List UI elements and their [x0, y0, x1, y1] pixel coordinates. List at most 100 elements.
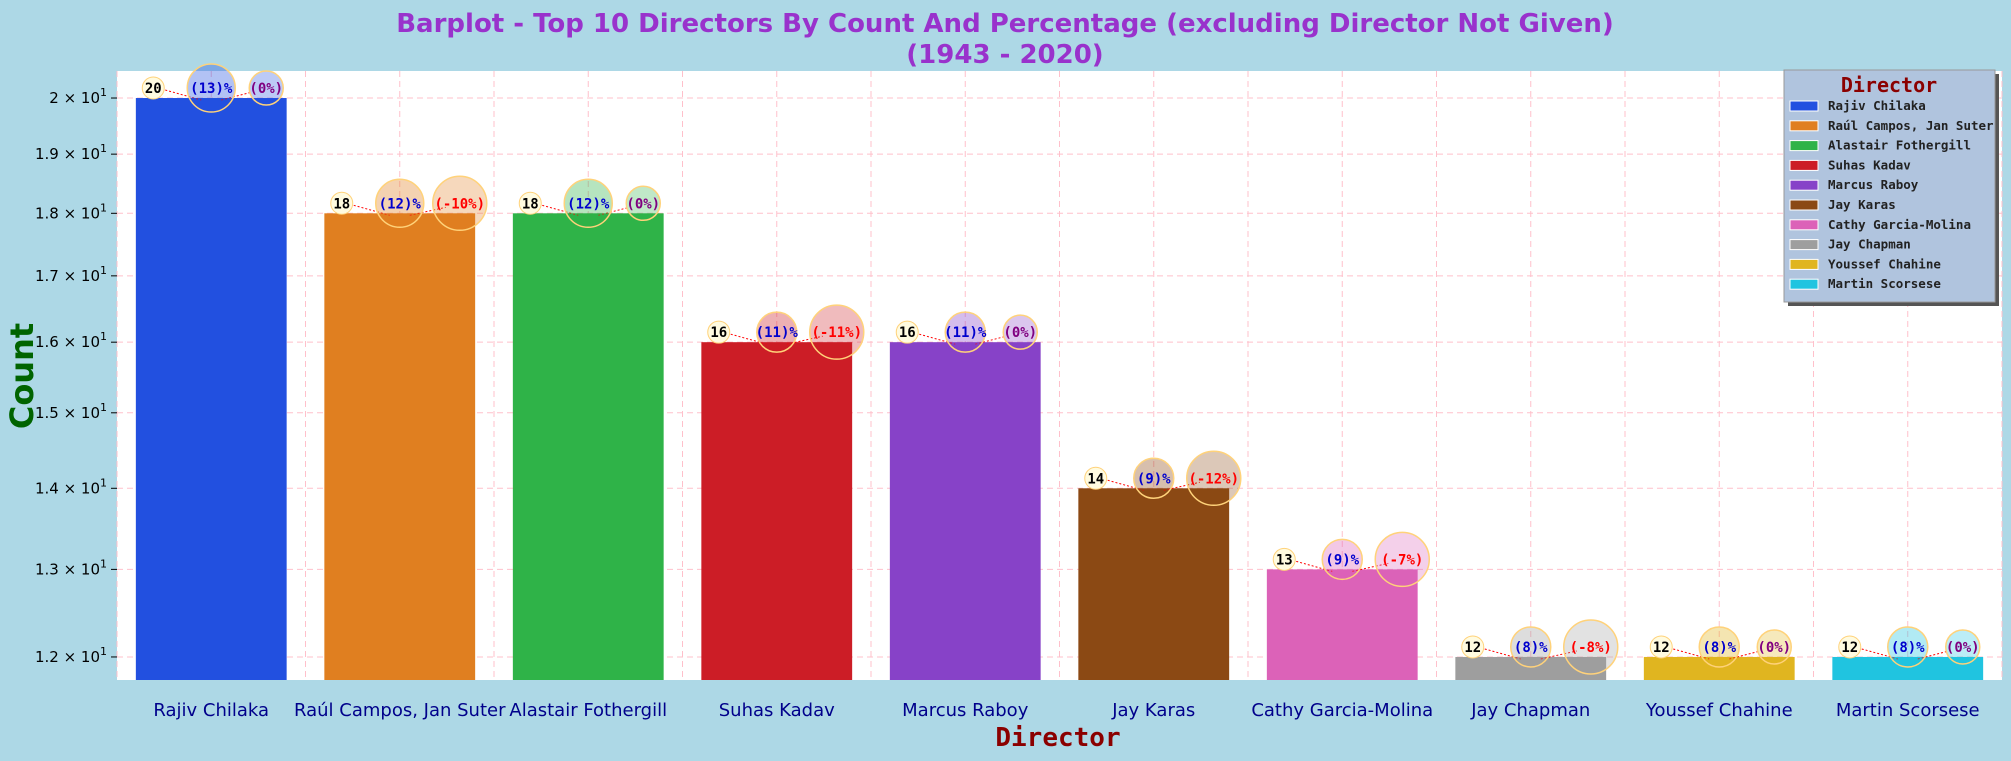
- percent-bubble: [186, 63, 236, 113]
- percent-label: (11)%: [944, 325, 987, 341]
- x-axis-label: Director: [995, 723, 1120, 753]
- chart-subtitle: (1943 - 2020): [906, 40, 1103, 70]
- y-tick-exponent: 1: [100, 476, 107, 489]
- count-label: 18: [333, 196, 350, 212]
- percent-bubble: [1887, 626, 1929, 668]
- y-tick-label: 1.7 × 101: [35, 264, 107, 285]
- legend-entry: Suhas Kadav: [1828, 157, 1911, 172]
- change-bubble: [1756, 629, 1792, 665]
- y-tick-times: × 10: [59, 404, 100, 422]
- legend-swatch: [1789, 219, 1819, 231]
- percent-label: (13)%: [190, 81, 233, 97]
- bars: [135, 98, 1984, 681]
- y-tick-label: 1.2 × 101: [35, 645, 107, 666]
- y-tick-times: × 10: [59, 479, 100, 497]
- change-label: (0%): [1003, 325, 1037, 341]
- count-bubble: [1084, 466, 1108, 490]
- count-bubble: [707, 320, 731, 344]
- y-tick-exponent: 1: [100, 401, 107, 414]
- change-bubble: [809, 304, 865, 360]
- y-tick-exponent: 1: [100, 330, 107, 343]
- bar: [1078, 488, 1230, 680]
- x-tick-label: Suhas Kadav: [719, 700, 835, 721]
- count-label: 12: [1653, 640, 1670, 656]
- change-label: (-10%): [434, 196, 485, 212]
- x-tick-label: Jay Karas: [1111, 700, 1195, 721]
- count-label: 16: [899, 325, 916, 341]
- percent-bubble: [944, 311, 986, 353]
- legend-entry: Youssef Chahine: [1828, 256, 1941, 271]
- y-tick-label: 1.8 × 101: [35, 201, 107, 222]
- y-tick-exponent: 1: [100, 142, 107, 155]
- y-tick-times: × 10: [59, 89, 100, 107]
- change-bubble: [1945, 629, 1981, 665]
- count-bubble: [1461, 635, 1485, 659]
- x-tick-label: Raúl Campos, Jan Suter: [294, 700, 506, 721]
- change-label: (0%): [249, 81, 283, 97]
- legend-swatch: [1789, 179, 1819, 191]
- x-tick-label: Marcus Raboy: [902, 700, 1029, 721]
- count-bubble: [1649, 635, 1673, 659]
- legend-box: [1783, 69, 1996, 303]
- legend-swatch: [1789, 140, 1819, 152]
- y-tick-base: 1.8: [35, 204, 59, 222]
- change-label: (0%): [1757, 640, 1791, 656]
- x-tick-label: Jay Chapman: [1470, 700, 1590, 721]
- legend-entry: Jay Karas: [1828, 197, 1896, 212]
- legend-swatch: [1789, 239, 1819, 251]
- y-tick-label: 1.4 × 101: [35, 476, 107, 497]
- legend-items: Rajiv Chilaka Raúl Campos, Jan Suter Alast…: [1789, 98, 1994, 291]
- bar: [1266, 569, 1418, 680]
- count-bubble: [895, 320, 919, 344]
- bar-annotations: 20 (13)% (0%) 18 (12)% (-10%) 18 (12)% (0%) 16 (11…: [141, 63, 1981, 675]
- x-tick-label: Alastair Fothergill: [509, 700, 667, 721]
- x-tick-label: Rajiv Chilaka: [153, 700, 269, 721]
- change-label: (0%): [626, 196, 660, 212]
- change-label: (-8%): [1570, 640, 1612, 656]
- y-tick-base: 2: [49, 89, 59, 107]
- count-bubble: [330, 191, 354, 215]
- percent-label: (8)%: [1514, 640, 1548, 656]
- count-label: 18: [522, 196, 539, 212]
- y-tick-times: × 10: [59, 560, 100, 578]
- y-tick-label: 1.9 × 101: [35, 142, 107, 163]
- change-bubble: [1563, 619, 1619, 675]
- change-label: (-12%): [1188, 471, 1239, 487]
- change-label: (0%): [1946, 640, 1980, 656]
- legend-entry: Jay Chapman: [1828, 237, 1911, 252]
- count-label: 20: [145, 81, 162, 97]
- legend-entry: Raúl Campos, Jan Suter: [1828, 118, 1994, 133]
- y-tick-base: 1.6: [35, 333, 59, 351]
- y-tick-exponent: 1: [100, 264, 107, 277]
- count-bubble: [518, 191, 542, 215]
- x-tick-label: Cathy Garcia-Molina: [1251, 700, 1433, 721]
- legend-entry: Marcus Raboy: [1828, 177, 1919, 192]
- legend-swatch: [1789, 100, 1819, 112]
- y-tick-label: 1.6 × 101: [35, 330, 107, 351]
- connector-line: [975, 335, 1007, 345]
- x-tick-label: Youssef Chahine: [1645, 700, 1793, 721]
- percent-bubble: [1698, 626, 1740, 668]
- y-tick-times: × 10: [59, 145, 100, 163]
- connector-line: [598, 206, 630, 216]
- bar: [135, 98, 287, 681]
- legend-entry: Cathy Garcia-Molina: [1828, 217, 1971, 232]
- legend-entry: Rajiv Chilaka: [1828, 98, 1926, 113]
- change-bubble: [1374, 531, 1430, 588]
- x-tick-label: Martin Scorsese: [1836, 700, 1980, 721]
- bar: [889, 342, 1041, 680]
- percent-label: (12)%: [379, 196, 422, 212]
- y-tick-exponent: 1: [100, 557, 107, 570]
- change-bubble: [625, 185, 661, 222]
- count-bubble: [1838, 635, 1862, 659]
- count-bubble: [1272, 547, 1296, 571]
- percent-bubble: [1510, 626, 1552, 668]
- percent-label: (9)%: [1137, 471, 1171, 487]
- change-bubble: [432, 175, 488, 232]
- bar: [1832, 656, 1984, 680]
- count-label: 14: [1087, 471, 1104, 487]
- bar: [512, 213, 664, 681]
- bar: [324, 213, 476, 681]
- percent-label: (12)%: [567, 196, 610, 212]
